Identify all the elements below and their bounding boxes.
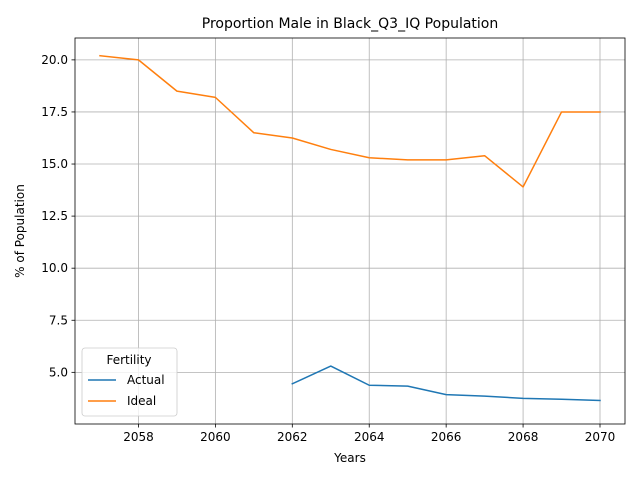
legend-box [81, 347, 178, 417]
x-tick-label: 2070 [585, 430, 616, 444]
legend-title: Fertility [106, 353, 151, 367]
legend: Fertility Actual Ideal [81, 347, 178, 417]
x-tick-label: 2066 [431, 430, 462, 444]
legend-label-actual: Actual [127, 373, 165, 387]
plot-frame [74, 37, 626, 425]
y-tick-label: 10.0 [41, 261, 68, 275]
y-tick-label: 20.0 [41, 53, 68, 67]
series-line-actual [291, 365, 601, 402]
grid [75, 38, 625, 424]
y-tick-label: 5.0 [49, 365, 68, 379]
x-axis: 2058 2060 2062 2064 2066 2068 2070 [123, 424, 615, 444]
series-layer [99, 54, 601, 402]
x-tick-label: 2058 [123, 430, 154, 444]
x-tick-label: 2064 [354, 430, 385, 444]
x-tick-label: 2060 [200, 430, 231, 444]
y-tick-label: 7.5 [49, 313, 68, 327]
x-tick-label: 2068 [508, 430, 539, 444]
x-tick-label: 2062 [277, 430, 308, 444]
legend-entries: Actual Ideal [88, 373, 165, 408]
y-axis: 5.0 7.5 10.0 12.5 15.0 17.5 20.0 [41, 53, 75, 379]
chart-title: Proportion Male in Black_Q3_IQ Populatio… [202, 16, 498, 32]
y-tick-label: 17.5 [41, 105, 68, 119]
legend-label-ideal: Ideal [127, 394, 156, 408]
y-tick-label: 12.5 [41, 209, 68, 223]
y-tick-label: 15.0 [41, 157, 68, 171]
x-axis-label: Years [333, 451, 366, 465]
y-axis-label: % of Population [13, 184, 27, 278]
series-line-ideal [99, 54, 601, 188]
